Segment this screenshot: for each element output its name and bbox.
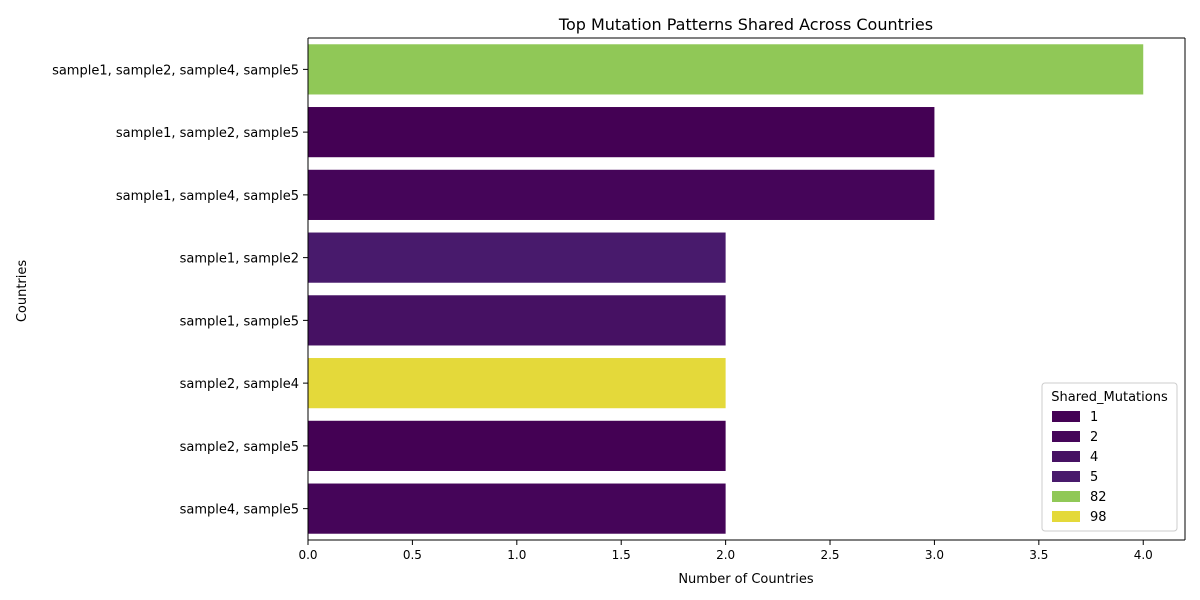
x-tick-label: 1.0	[507, 548, 526, 562]
x-axis-label: Number of Countries	[678, 572, 814, 587]
legend-swatch	[1052, 411, 1080, 422]
legend-swatch	[1052, 491, 1080, 502]
bar-8	[308, 483, 726, 534]
legend-label: 2	[1090, 430, 1098, 445]
x-tick-label: 0.5	[403, 548, 422, 562]
legend-label: 5	[1090, 470, 1098, 485]
bar-6	[308, 358, 726, 409]
legend-title: Shared_Mutations	[1051, 390, 1168, 405]
legend-label: 4	[1090, 450, 1098, 465]
x-tick-label: 1.5	[612, 548, 631, 562]
y-tick-label: sample2, sample4	[180, 377, 299, 392]
legend-swatch	[1052, 511, 1080, 522]
x-tick-label: 3.0	[925, 548, 944, 562]
y-axis-label: Countries	[15, 260, 30, 323]
legend-swatch	[1052, 451, 1080, 462]
y-axis-ticks: sample1, sample2, sample4, sample5 sample…	[52, 63, 308, 518]
bar-2	[308, 107, 935, 158]
bar-4	[308, 232, 726, 283]
x-tick-label: 4.0	[1134, 548, 1153, 562]
y-tick-label: sample1, sample2, sample4, sample5	[52, 63, 299, 78]
bar-1	[308, 44, 1144, 95]
x-axis-ticks: 0.0 0.5 1.0 1.5 2.0 2.5 3.0 3.5 4.0	[298, 540, 1153, 562]
axes-spines	[307, 37, 1186, 541]
bar-7	[308, 420, 726, 471]
bars-group	[308, 44, 1144, 534]
legend-label: 1	[1090, 410, 1098, 425]
y-tick-label: sample1, sample4, sample5	[116, 189, 299, 204]
x-tick-label: 0.0	[298, 548, 317, 562]
legend-swatch	[1052, 431, 1080, 442]
x-tick-label: 2.5	[820, 548, 839, 562]
y-tick-label: sample1, sample2	[180, 252, 299, 267]
x-tick-label: 2.0	[716, 548, 735, 562]
legend-label: 98	[1090, 510, 1107, 525]
bar-5	[308, 295, 726, 346]
legend: Shared_Mutations 1 2 4 5 82 98	[1041, 382, 1178, 532]
y-tick-label: sample4, sample5	[180, 503, 299, 518]
bar-3	[308, 169, 935, 220]
chart-title: Top Mutation Patterns Shared Across Coun…	[558, 15, 933, 34]
y-tick-label: sample2, sample5	[180, 440, 299, 455]
y-tick-label: sample1, sample5	[180, 314, 299, 329]
x-tick-label: 3.5	[1029, 548, 1048, 562]
y-tick-label: sample1, sample2, sample5	[116, 126, 299, 141]
legend-label: 82	[1090, 490, 1107, 505]
legend-swatch	[1052, 471, 1080, 482]
